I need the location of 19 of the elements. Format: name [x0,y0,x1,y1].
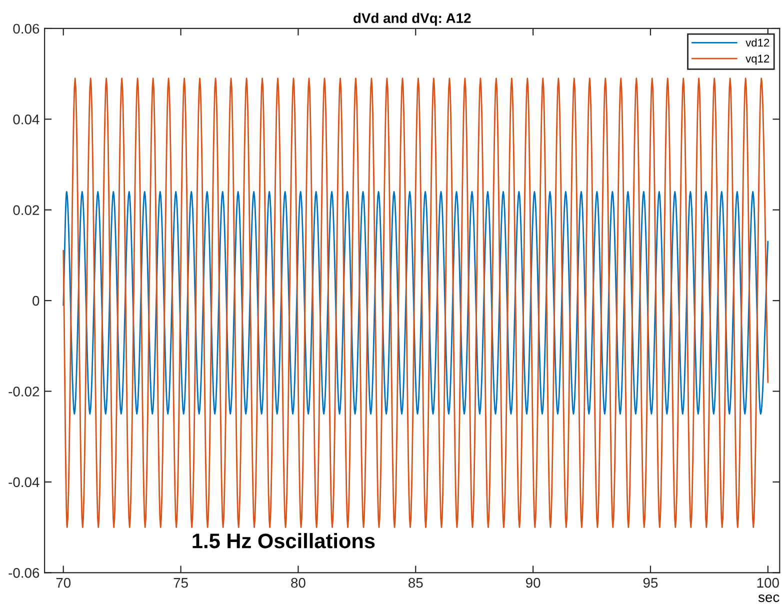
chart-title: dVd and dVq: A12 [354,12,471,26]
y-tick-label: 0.04 [13,114,40,124]
y-tick-label: -0.02 [8,386,40,396]
x-tick-label: 75 [174,578,188,588]
x-tick-label: 100 [757,578,779,588]
legend-label: vd12 [746,38,770,47]
y-tick-label: 0.02 [13,205,40,216]
annotation: 1.5 Hz Oscillations [192,533,375,548]
x-tick-label: 80 [291,578,306,588]
x-tick-label: 85 [408,578,423,588]
x-tick-label: 90 [526,578,540,588]
y-tick-label: 0.06 [13,24,40,34]
y-tick-label: 0 [32,296,40,306]
x-tick-label: 95 [643,578,658,588]
x-axis-title: sec [758,594,780,602]
y-tick-label: -0.06 [8,568,40,578]
x-tick-label: 70 [56,578,71,588]
y-tick-label: -0.04 [8,477,40,488]
legend-label: vq12 [746,54,770,65]
